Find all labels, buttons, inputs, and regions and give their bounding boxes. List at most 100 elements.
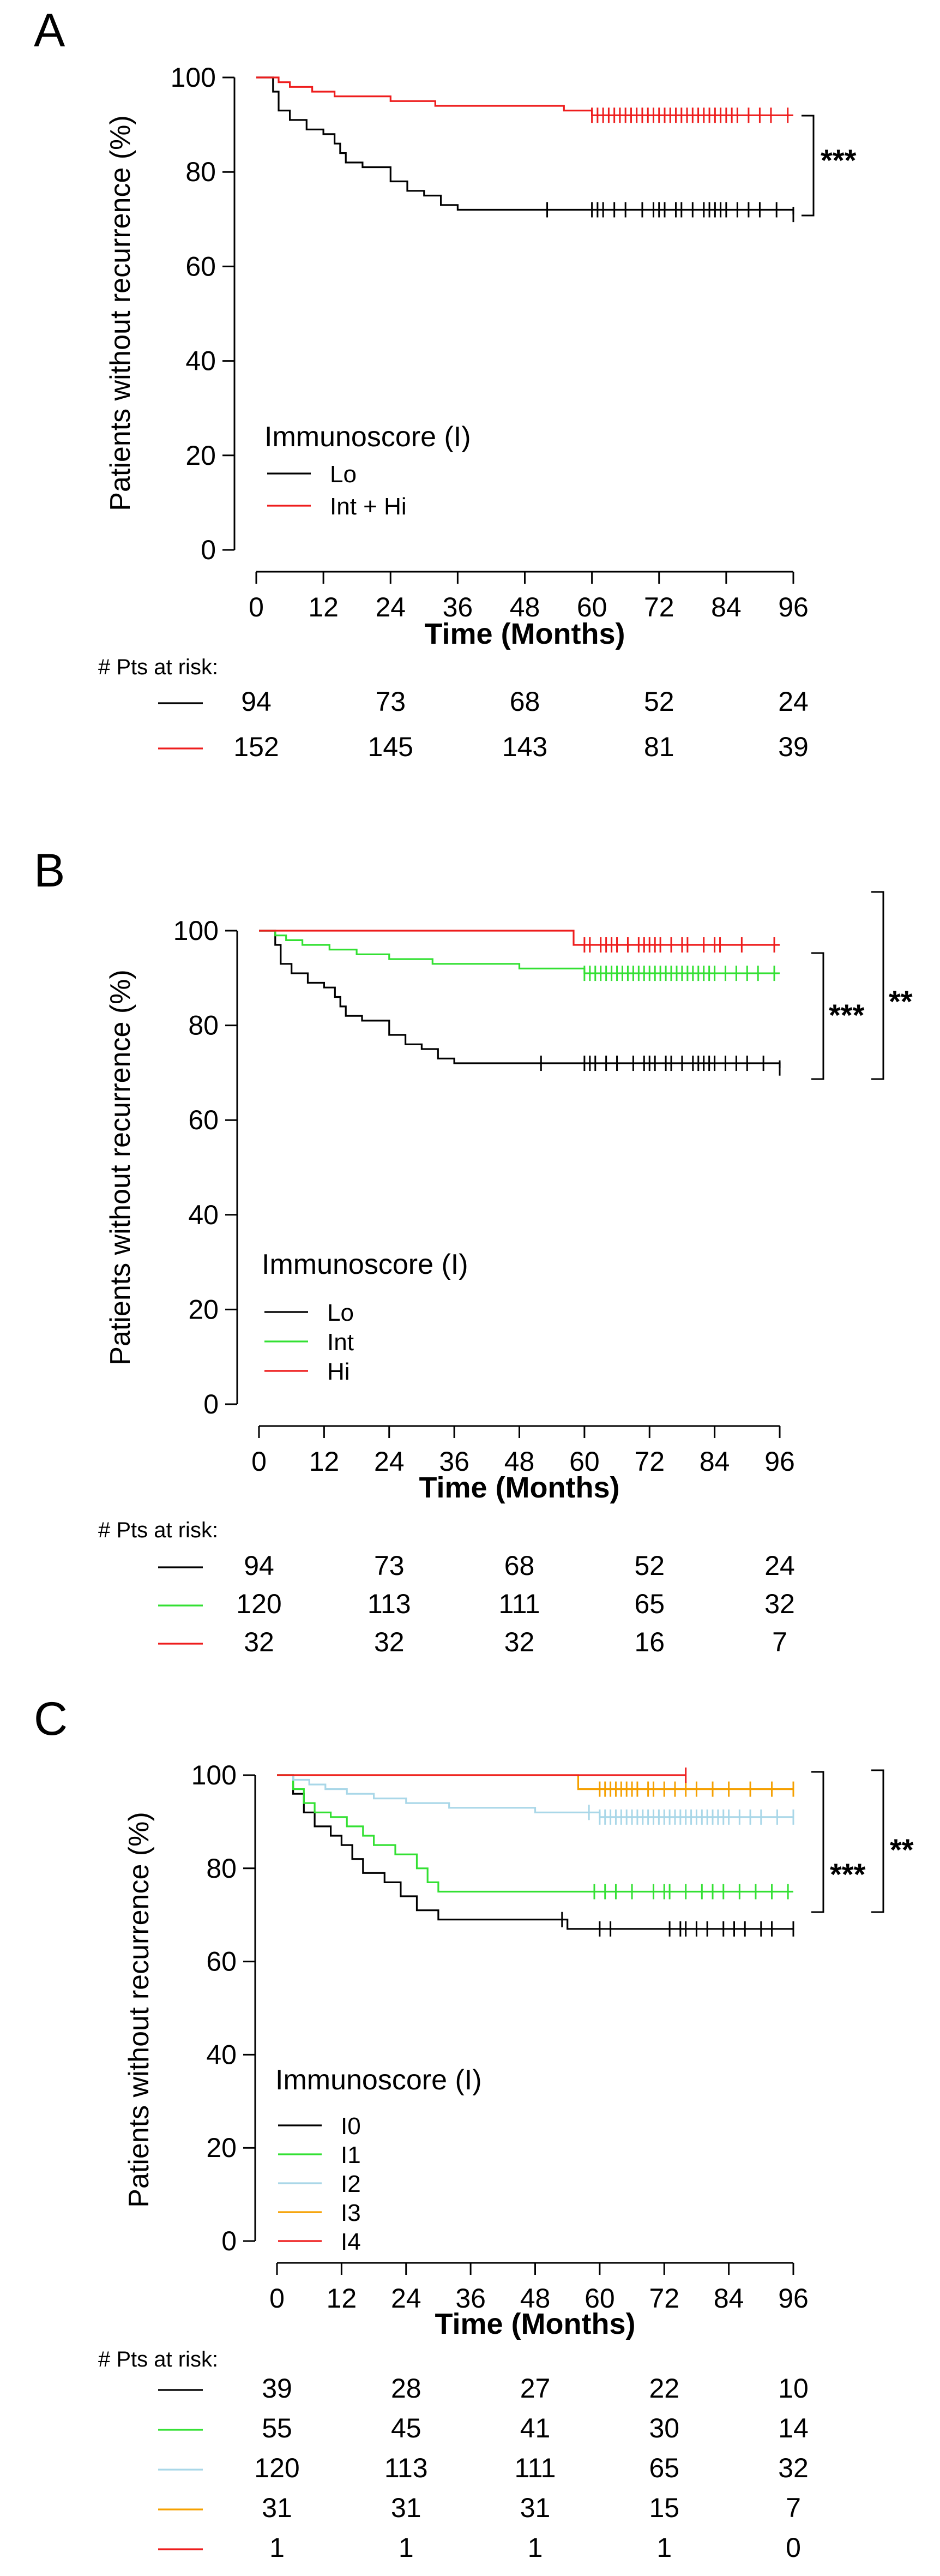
risk-count: 32: [374, 1627, 405, 1657]
significance-label: ***: [829, 998, 865, 1032]
y-tick-label: 20: [206, 2132, 237, 2163]
x-tick-label: 84: [700, 1446, 730, 1477]
risk-count: 111: [498, 1589, 540, 1619]
risk-count: 111: [514, 2453, 556, 2483]
y-tick-label: 0: [201, 535, 216, 565]
series-lo: [256, 76, 794, 223]
legend-label: Lo: [330, 461, 357, 488]
risk-count: 65: [634, 1589, 665, 1619]
y-tick-label: 20: [185, 440, 216, 471]
x-tick-label: 72: [649, 2283, 679, 2314]
legend-label: I1: [341, 2142, 361, 2168]
legend-label: I4: [341, 2228, 361, 2255]
y-axis-title: Patients without recurrence (%): [123, 1812, 155, 2207]
legend-label: Int + Hi: [330, 493, 407, 520]
risk-count: 32: [244, 1627, 274, 1657]
risk-count: 7: [786, 2493, 801, 2523]
risk-count: 152: [233, 732, 279, 762]
legend-label: I0: [341, 2113, 361, 2140]
risk-table-label: # Pts at risk:: [98, 655, 218, 679]
risk-count: 1: [269, 2532, 285, 2563]
y-axis-title: Patients without recurrence (%): [105, 115, 136, 511]
risk-count: 68: [504, 1550, 535, 1581]
significance-bracket: [811, 1771, 824, 1913]
series-int: [259, 930, 780, 981]
risk-count: 22: [649, 2373, 679, 2404]
risk-count: 145: [368, 732, 413, 762]
y-tick-label: 0: [203, 1389, 219, 1419]
risk-count: 73: [374, 1550, 405, 1581]
x-tick-label: 96: [778, 592, 809, 622]
y-tick-label: 60: [206, 1946, 237, 1977]
panel-label: C: [34, 1693, 68, 1745]
panel-label: A: [34, 4, 65, 57]
x-tick-label: 96: [764, 1446, 795, 1477]
x-tick-label: 48: [520, 2283, 551, 2314]
y-tick-label: 80: [206, 1853, 237, 1884]
panel-label: B: [34, 844, 65, 897]
x-tick-label: 48: [510, 592, 540, 622]
x-tick-label: 12: [308, 592, 339, 622]
y-tick-label: 80: [188, 1010, 219, 1041]
y-tick-label: 40: [206, 2039, 237, 2070]
risk-count: 113: [384, 2453, 428, 2483]
risk-count: 65: [649, 2453, 679, 2483]
risk-count: 31: [262, 2493, 292, 2523]
x-tick-label: 48: [504, 1446, 535, 1477]
series-i0: [277, 1774, 794, 1937]
x-tick-label: 36: [455, 2283, 486, 2314]
x-tick-label: 0: [251, 1446, 267, 1477]
x-tick-label: 72: [634, 1446, 665, 1477]
significance-label: **: [890, 1832, 914, 1867]
legend-label: I2: [341, 2171, 361, 2197]
chart-panel-B: B 0 20 40 60 80 100 Patients without recurrence…: [34, 844, 913, 1657]
y-tick-label: 0: [221, 2226, 237, 2256]
risk-count: 94: [244, 1550, 274, 1581]
risk-count: 32: [778, 2453, 809, 2483]
risk-count: 113: [367, 1589, 411, 1619]
risk-count: 120: [236, 1589, 281, 1619]
series-hi: [259, 930, 780, 953]
risk-count: 24: [764, 1550, 795, 1581]
y-tick-label: 100: [191, 1760, 237, 1790]
significance-label: ***: [821, 143, 857, 177]
survival-curve: [256, 76, 793, 116]
risk-count: 1: [399, 2532, 414, 2563]
significance-bracket: [811, 952, 824, 1080]
chart-panel-A: A 0 20 40 60 80 100 Patients without recurrence…: [34, 4, 857, 762]
significance-bracket: [871, 891, 884, 1080]
legend-title: Immunoscore (I): [264, 421, 471, 453]
x-tick-label: 60: [585, 2283, 615, 2314]
risk-count: 120: [254, 2453, 299, 2483]
x-tick-label: 60: [577, 592, 607, 622]
x-tick-label: 72: [644, 592, 674, 622]
y-tick-label: 60: [188, 1105, 219, 1135]
risk-count: 16: [634, 1627, 665, 1657]
risk-count: 55: [262, 2413, 292, 2443]
risk-count: 31: [520, 2493, 551, 2523]
legend-label: I3: [341, 2200, 361, 2226]
x-tick-label: 84: [711, 592, 742, 622]
risk-count: 15: [649, 2493, 679, 2523]
survival-curve: [277, 1774, 793, 1893]
survival-curve: [259, 930, 781, 1068]
x-tick-label: 0: [249, 592, 264, 622]
x-tick-label: 36: [439, 1446, 469, 1477]
y-tick-label: 60: [185, 251, 216, 281]
risk-count: 32: [764, 1589, 795, 1619]
series-int-hi: [256, 76, 793, 123]
x-tick-label: 96: [778, 2283, 809, 2314]
series-i4: [277, 1768, 687, 1783]
significance-bracket: [871, 1769, 884, 1913]
risk-count: 7: [772, 1627, 787, 1657]
survival-curve: [259, 930, 780, 974]
significance-bracket: [802, 115, 815, 217]
risk-count: 41: [520, 2413, 551, 2443]
x-tick-label: 12: [327, 2283, 357, 2314]
x-axis-title: Time (Months): [425, 618, 625, 650]
legend-label: Lo: [327, 1299, 354, 1326]
risk-count: 73: [375, 686, 406, 717]
survival-curve: [277, 1774, 793, 1930]
x-tick-label: 0: [269, 2283, 285, 2314]
risk-count: 1: [656, 2532, 672, 2563]
